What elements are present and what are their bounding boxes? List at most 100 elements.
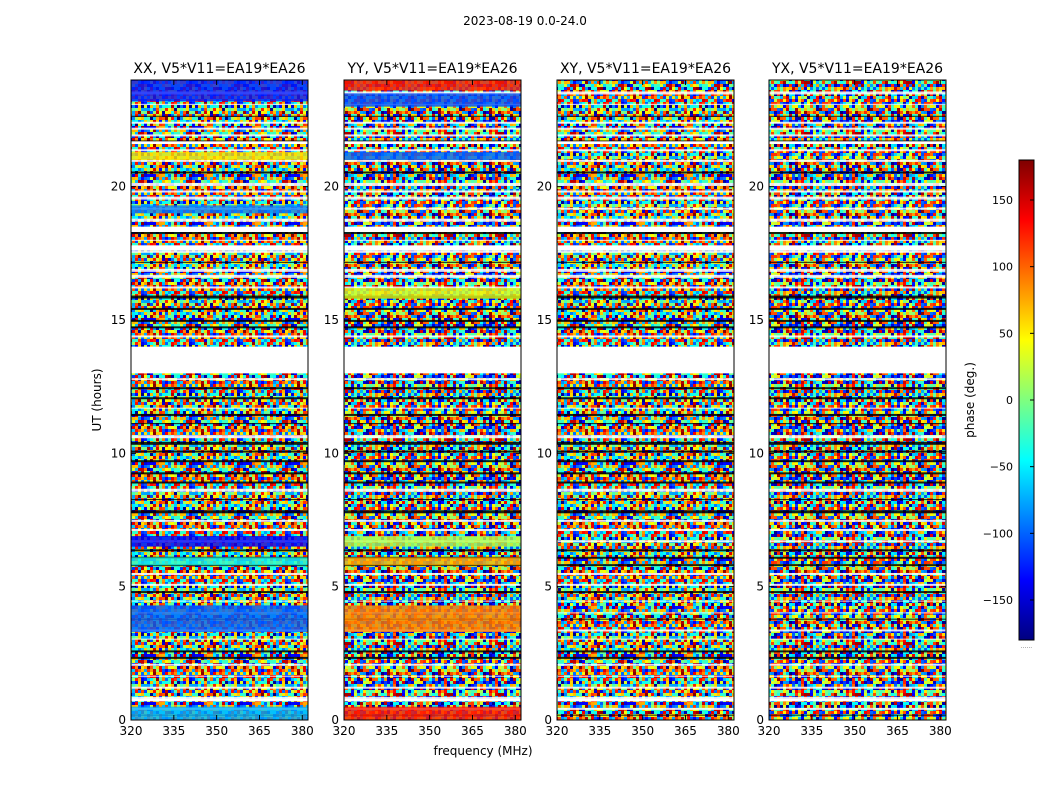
flagged-row — [344, 696, 521, 700]
flagged-row — [131, 231, 308, 235]
y-tick-label: 15 — [537, 313, 552, 327]
y-tick-label: 10 — [324, 446, 339, 460]
flagged-row — [769, 218, 946, 222]
x-tick-label: 335 — [800, 724, 823, 738]
flagged-row — [131, 488, 308, 492]
flagged-gap — [769, 245, 946, 251]
flagged-row — [131, 196, 308, 200]
flagged-row — [769, 231, 946, 235]
flagged-row — [557, 488, 734, 492]
flagged-row — [557, 307, 734, 310]
flagged-row — [557, 629, 734, 632]
flagged-row — [131, 591, 308, 594]
flagged-row — [344, 600, 521, 602]
flagged-row — [557, 231, 734, 235]
flagged-row — [769, 519, 946, 522]
flagged-row — [769, 450, 946, 453]
flagged-row — [344, 140, 521, 142]
flagged-row — [769, 250, 946, 253]
flagged-row — [131, 510, 308, 514]
panel-xy: XY, V5*V11=EA19*EA26 320 335 350 365 380 0 5 10… — [537, 61, 740, 738]
flagged-row — [344, 407, 521, 409]
flagged-row — [344, 441, 521, 445]
flagged-row — [131, 519, 308, 522]
flagged-row — [344, 207, 521, 210]
coherent-band — [344, 93, 521, 107]
coherent-band — [131, 536, 308, 547]
flagged-row — [344, 435, 521, 439]
flagged-row — [344, 286, 521, 289]
y-tick-label: 15 — [111, 313, 126, 327]
flagged-gap — [557, 245, 734, 251]
colorbar-tick-label: 100 — [992, 261, 1013, 274]
flagged-row — [344, 656, 521, 659]
flagged-row — [344, 307, 521, 310]
flagged-row — [557, 600, 734, 602]
flagged-row — [769, 481, 946, 484]
flagged-row — [769, 591, 946, 594]
y-tick-label: 0 — [756, 713, 764, 727]
colorbar-tick-label: 0 — [1006, 394, 1013, 407]
flagged-row — [557, 675, 734, 677]
flagged-row — [344, 159, 521, 162]
flagged-row — [769, 556, 946, 559]
x-tick-label: 335 — [375, 724, 398, 738]
flagged-gap — [344, 346, 521, 374]
flagged-row — [769, 149, 946, 152]
flagged-row — [769, 549, 946, 552]
flagged-row — [557, 499, 734, 501]
flagged-row — [344, 591, 521, 594]
flagged-row — [769, 600, 946, 602]
flagged-row — [557, 572, 734, 575]
flagged-row — [557, 450, 734, 453]
flagged-row — [557, 510, 734, 514]
flagged-row — [131, 663, 308, 666]
flagged-row — [131, 250, 308, 253]
y-tick-label: 20 — [111, 180, 126, 194]
flagged-row — [769, 103, 946, 105]
flagged-row — [131, 319, 308, 322]
coherent-band — [344, 605, 521, 632]
flagged-row — [557, 540, 734, 543]
flagged-row — [344, 460, 521, 463]
y-tick-label: 10 — [749, 446, 764, 460]
flagged-row — [557, 218, 734, 222]
flagged-row — [769, 675, 946, 677]
flagged-row — [769, 207, 946, 210]
flagged-row — [344, 319, 521, 322]
flagged-row — [769, 326, 946, 329]
flagged-row — [557, 612, 734, 614]
y-tick-label: 5 — [756, 580, 764, 594]
flagged-row — [131, 650, 308, 653]
flagged-row — [344, 250, 521, 253]
flagged-row — [769, 91, 946, 95]
flagged-row — [557, 335, 734, 338]
flagged-row — [557, 696, 734, 700]
coherent-band — [131, 605, 308, 632]
flagged-row — [344, 499, 521, 501]
flagged-row — [769, 239, 946, 241]
flagged-row — [131, 472, 308, 475]
flagged-row — [769, 696, 946, 700]
flagged-row — [131, 121, 308, 124]
flagged-row — [557, 591, 734, 594]
colorbar-tick-label: −100 — [983, 527, 1013, 540]
x-tick-label: 335 — [588, 724, 611, 738]
flagged-row — [131, 378, 308, 381]
flagged-row — [131, 335, 308, 338]
flagged-row — [344, 149, 521, 152]
flagged-row — [344, 572, 521, 575]
colorbar-label: phase (deg.) — [963, 362, 977, 438]
flagged-row — [131, 159, 308, 162]
flagged-row — [344, 488, 521, 492]
flagged-row — [769, 638, 946, 640]
flagged-row — [557, 556, 734, 559]
flagged-row — [557, 413, 734, 416]
phase-image — [557, 80, 734, 720]
flagged-gap — [344, 141, 521, 144]
flagged-row — [131, 600, 308, 602]
x-tick-label: 350 — [631, 724, 654, 738]
x-tick-label: 320 — [546, 724, 569, 738]
flagged-row — [344, 335, 521, 338]
